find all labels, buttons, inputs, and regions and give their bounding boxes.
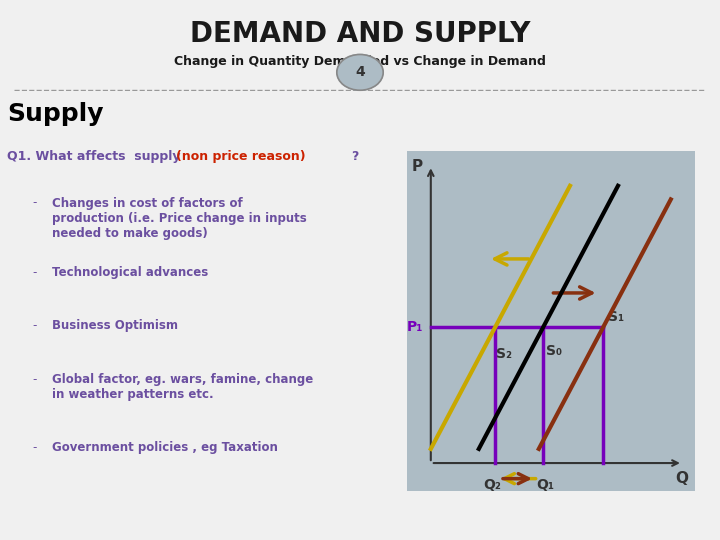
Text: Q1. What affects  supply: Q1. What affects supply xyxy=(7,150,185,163)
Text: P: P xyxy=(412,159,423,174)
Text: Q₂: Q₂ xyxy=(483,477,501,491)
Text: ?: ? xyxy=(351,150,359,163)
Text: -: - xyxy=(32,441,37,454)
Text: -: - xyxy=(32,266,37,279)
Text: -: - xyxy=(32,374,37,387)
Circle shape xyxy=(337,55,383,90)
Text: Business Optimism: Business Optimism xyxy=(52,319,178,332)
Text: Government policies , eg Taxation: Government policies , eg Taxation xyxy=(52,441,278,454)
Text: DEMAND AND SUPPLY: DEMAND AND SUPPLY xyxy=(190,19,530,48)
Text: Technological advances: Technological advances xyxy=(52,266,208,279)
Text: (non price reason): (non price reason) xyxy=(176,150,306,163)
Text: 4: 4 xyxy=(355,65,365,79)
Text: Supply: Supply xyxy=(7,102,104,126)
Text: Changes in cost of factors of
production (i.e. Price change in inputs
needed to : Changes in cost of factors of production… xyxy=(52,197,307,240)
Text: Change in Quantity Demanded vs Change in Demand: Change in Quantity Demanded vs Change in… xyxy=(174,55,546,68)
Text: S₁: S₁ xyxy=(608,310,624,325)
Text: -: - xyxy=(32,319,37,332)
Text: P₁: P₁ xyxy=(407,320,423,334)
Text: Global factor, eg. wars, famine, change
in weather patterns etc.: Global factor, eg. wars, famine, change … xyxy=(52,374,313,401)
Text: Q₁: Q₁ xyxy=(536,477,554,491)
Text: S₀: S₀ xyxy=(546,345,562,359)
Text: -: - xyxy=(32,197,37,210)
Text: S₂: S₂ xyxy=(497,347,513,361)
Text: Q: Q xyxy=(675,471,688,486)
